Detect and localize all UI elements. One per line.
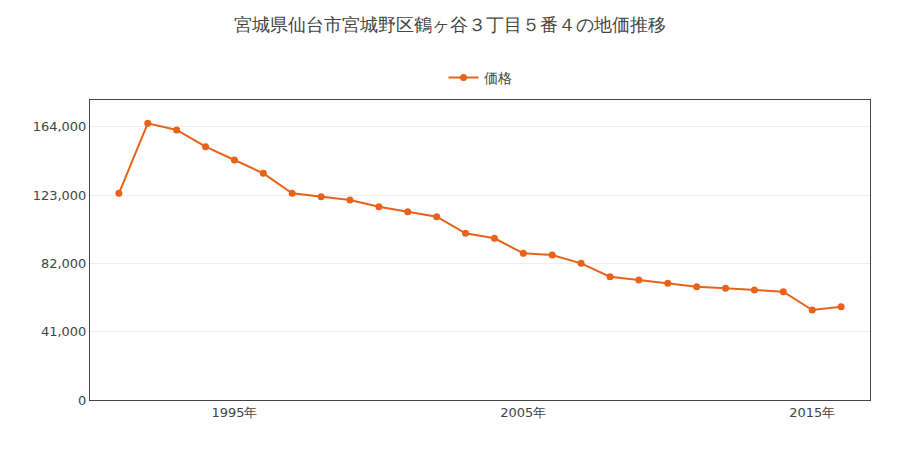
svg-text:0: 0	[78, 393, 86, 408]
svg-text:164,000: 164,000	[33, 119, 87, 134]
svg-text:宮城県仙台市宮城野区鶴ヶ谷３丁目５番４の地価推移: 宮城県仙台市宮城野区鶴ヶ谷３丁目５番４の地価推移	[234, 14, 666, 35]
svg-text:123,000: 123,000	[33, 188, 87, 203]
svg-text:価格: 価格	[484, 70, 512, 86]
svg-text:2005年: 2005年	[500, 405, 546, 420]
svg-text:2015年: 2015年	[789, 405, 835, 420]
svg-text:82,000: 82,000	[41, 256, 87, 271]
svg-text:1995年: 1995年	[211, 405, 257, 420]
svg-text:41,000: 41,000	[41, 324, 87, 339]
